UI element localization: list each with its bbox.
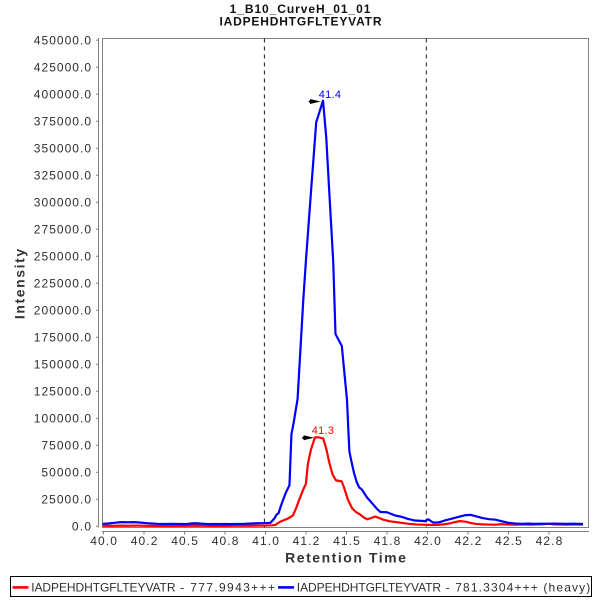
svg-text:IADPEHDHTGFLTEYVATR - 777.9943: IADPEHDHTGFLTEYVATR - 777.9943+++ bbox=[31, 580, 275, 594]
svg-text:350000.0: 350000.0 bbox=[34, 142, 92, 156]
svg-text:41.4: 41.4 bbox=[319, 89, 341, 101]
svg-text:40.0: 40.0 bbox=[90, 534, 117, 548]
svg-text:275000.0: 275000.0 bbox=[34, 223, 92, 237]
svg-text:42.5: 42.5 bbox=[495, 534, 522, 548]
svg-text:50000.0: 50000.0 bbox=[41, 466, 91, 480]
svg-text:42.2: 42.2 bbox=[455, 534, 482, 548]
svg-text:Intensity: Intensity bbox=[11, 249, 27, 320]
svg-text:41.0: 41.0 bbox=[252, 534, 279, 548]
svg-text:41.3: 41.3 bbox=[312, 425, 334, 437]
svg-text:41.5: 41.5 bbox=[333, 534, 360, 548]
svg-text:150000.0: 150000.0 bbox=[34, 358, 92, 372]
svg-text:42.8: 42.8 bbox=[536, 534, 563, 548]
svg-text:325000.0: 325000.0 bbox=[34, 169, 92, 183]
svg-text:41.8: 41.8 bbox=[374, 534, 401, 548]
svg-text:40.2: 40.2 bbox=[131, 534, 158, 548]
svg-text:40.8: 40.8 bbox=[212, 534, 239, 548]
svg-text:IADPEHDHTGFLTEYVATR: IADPEHDHTGFLTEYVATR bbox=[220, 15, 382, 29]
svg-text:250000.0: 250000.0 bbox=[34, 250, 92, 264]
svg-text:100000.0: 100000.0 bbox=[34, 412, 92, 426]
svg-text:41.2: 41.2 bbox=[293, 534, 320, 548]
svg-text:225000.0: 225000.0 bbox=[34, 277, 92, 291]
svg-text:42.0: 42.0 bbox=[414, 534, 441, 548]
svg-text:75000.0: 75000.0 bbox=[41, 439, 91, 453]
svg-text:125000.0: 125000.0 bbox=[34, 385, 92, 399]
svg-text:1_B10_CurveH_01_01: 1_B10_CurveH_01_01 bbox=[230, 2, 371, 16]
svg-text:200000.0: 200000.0 bbox=[34, 304, 92, 318]
svg-text:425000.0: 425000.0 bbox=[34, 61, 92, 75]
svg-text:40.5: 40.5 bbox=[171, 534, 198, 548]
svg-text:IADPEHDHTGFLTEYVATR - 781.3304: IADPEHDHTGFLTEYVATR - 781.3304+++ (heavy… bbox=[297, 580, 591, 594]
svg-text:375000.0: 375000.0 bbox=[34, 115, 92, 129]
svg-text:0.0: 0.0 bbox=[72, 520, 91, 534]
svg-text:450000.0: 450000.0 bbox=[34, 34, 92, 48]
svg-text:400000.0: 400000.0 bbox=[34, 88, 92, 102]
svg-text:300000.0: 300000.0 bbox=[34, 196, 92, 210]
svg-text:175000.0: 175000.0 bbox=[34, 331, 92, 345]
svg-text:25000.0: 25000.0 bbox=[41, 493, 91, 507]
svg-text:Retention Time: Retention Time bbox=[285, 550, 406, 566]
